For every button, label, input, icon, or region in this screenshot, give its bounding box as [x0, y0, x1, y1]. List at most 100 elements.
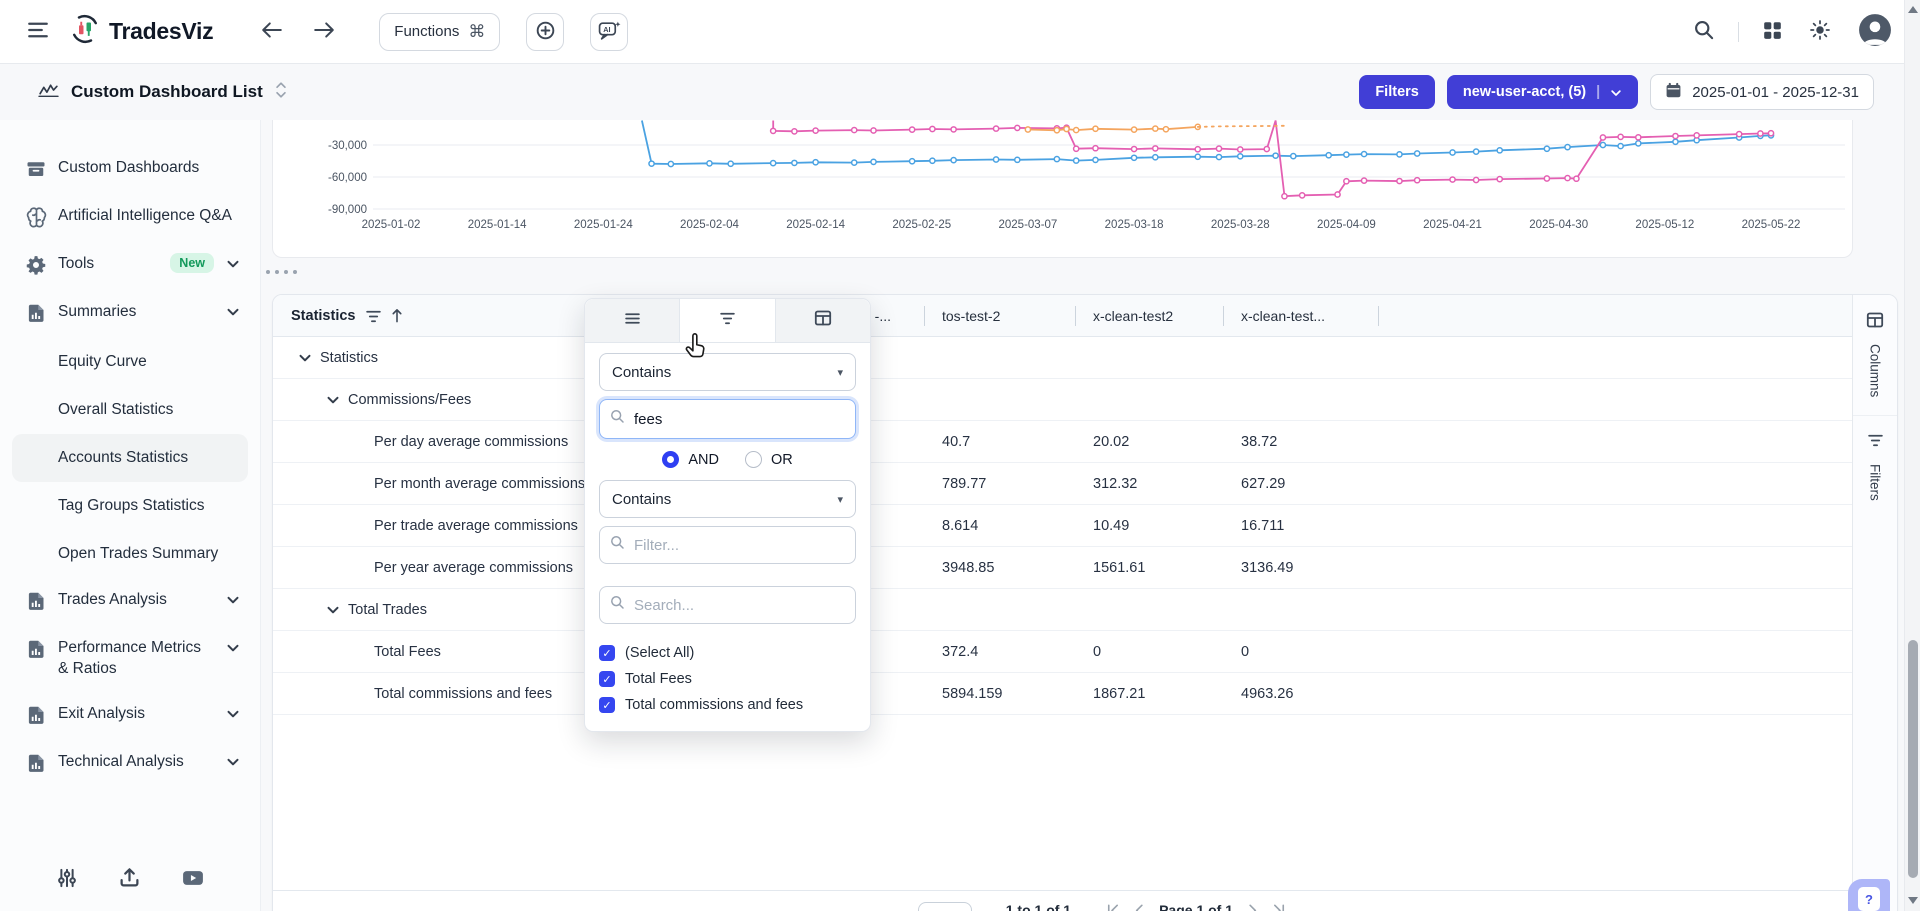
sidebar-item-artificial-intelligence-q-a[interactable]: Artificial Intelligence Q&A	[12, 194, 248, 242]
svg-text:2025-02-14: 2025-02-14	[786, 219, 845, 231]
sidebar-item-exit-analysis[interactable]: Exit Analysis	[12, 692, 248, 740]
page-size-select[interactable]: 10 ▾	[918, 902, 972, 911]
cell-value	[1378, 673, 1852, 714]
column-header-x-clean-test2[interactable]: x-clean-test2	[1075, 295, 1223, 336]
sidebar-item-technical-analysis[interactable]: Technical Analysis	[12, 740, 248, 788]
side-tab-label: Columns	[1868, 344, 1883, 397]
filters-button[interactable]: Filters	[1359, 75, 1435, 109]
filter-icon[interactable]	[365, 308, 380, 323]
filter-value-input[interactable]	[632, 410, 845, 429]
values-search-input[interactable]	[632, 596, 845, 615]
next-page-button[interactable]	[1245, 903, 1260, 911]
pagination-bar: Page Size: 10 ▾ 1 to 1 of 1 Page 1 of 1	[273, 890, 1852, 911]
sidebar-item-tools[interactable]: ToolsNew	[12, 242, 248, 290]
date-range-picker[interactable]: 2025-01-01 - 2025-12-31	[1650, 74, 1874, 110]
table-row-commissions-fees[interactable]: Commissions/Fees	[273, 379, 1852, 421]
checkbox-option-total-fees[interactable]: ✓Total Fees	[599, 666, 856, 692]
filter-condition-select-2[interactable]: Contains ▾	[599, 480, 856, 518]
column-header-tos-test-2[interactable]: tos-test-2	[924, 295, 1075, 336]
filter-search-field-1	[599, 399, 856, 439]
sidebar-item-trades-analysis[interactable]: Trades Analysis	[12, 578, 248, 626]
side-tab-columns[interactable]: Columns	[1853, 295, 1897, 416]
plus-circle-icon	[536, 21, 555, 43]
sidebar-item-equity-curve[interactable]: Equity Curve	[12, 338, 248, 386]
forward-button[interactable]	[309, 17, 339, 46]
side-tab-label: Filters	[1868, 464, 1883, 501]
account-selector-label: new-user-acct, (5)	[1463, 84, 1586, 100]
or-radio-option[interactable]: OR	[745, 451, 793, 468]
upload-icon	[119, 867, 140, 891]
table-row-total-trades[interactable]: Total Trades	[273, 589, 1852, 631]
chevron-down-icon[interactable]	[326, 603, 339, 616]
search-button[interactable]	[1690, 16, 1718, 47]
panel-drag-handle[interactable]	[266, 270, 297, 274]
sidebar-item-open-trades-summary[interactable]: Open Trades Summary	[12, 530, 248, 578]
cell-value: 20.02	[1075, 421, 1223, 462]
filter-condition-select-1[interactable]: Contains ▾	[599, 353, 856, 391]
upload-button[interactable]	[115, 863, 144, 895]
youtube-button[interactable]	[178, 863, 208, 895]
and-label: AND	[688, 452, 719, 468]
sidebar-item-tag-groups-statistics[interactable]: Tag Groups Statistics	[12, 482, 248, 530]
brand-logo[interactable]: TradesViz	[70, 14, 213, 49]
help-widget[interactable]: ?	[1848, 879, 1890, 911]
cell-value	[1378, 589, 1852, 630]
title-sort-icon[interactable]	[275, 81, 287, 104]
account-selector-button[interactable]: new-user-acct, (5) |	[1447, 75, 1638, 109]
column-header-x-clean-test[interactable]: x-clean-test...	[1223, 295, 1378, 336]
cell-value: 8.614	[924, 505, 1075, 546]
caret-down-icon: ▾	[837, 493, 843, 506]
chevron-down-icon[interactable]	[298, 351, 311, 364]
theme-toggle-button[interactable]	[1806, 16, 1834, 47]
scrollbar-down-arrow[interactable]	[1908, 897, 1918, 904]
svg-text:2025-05-22: 2025-05-22	[1742, 219, 1801, 231]
popup-tab-columns[interactable]	[776, 299, 870, 342]
svg-text:2025-02-25: 2025-02-25	[892, 219, 951, 231]
hamburger-menu-button[interactable]	[24, 17, 52, 46]
scrollbar-thumb[interactable]	[1908, 640, 1918, 878]
profile-button[interactable]	[1854, 9, 1896, 54]
filter-value-checklist: ✓(Select All)✓Total Fees✓Total commissio…	[599, 640, 856, 718]
sidebar-item-performance-metrics-ratios[interactable]: Performance Metrics & Ratios	[12, 626, 248, 692]
scrollbar-up-arrow[interactable]	[1908, 6, 1918, 13]
cell-value	[1378, 463, 1852, 504]
ai-chat-button[interactable]: AI	[590, 13, 628, 51]
first-page-button[interactable]	[1105, 903, 1120, 911]
cell-value: 372.4	[924, 631, 1075, 672]
sidebar-nav: Custom DashboardsArtificial Intelligence…	[0, 146, 260, 788]
sidebar-item-accounts-statistics[interactable]: Accounts Statistics	[12, 434, 248, 482]
sidebar-item-label: Performance Metrics & Ratios	[58, 638, 214, 680]
sidebar-item-overall-statistics[interactable]: Overall Statistics	[12, 386, 248, 434]
brain-icon	[26, 207, 46, 227]
previous-page-button[interactable]	[1132, 903, 1147, 911]
add-button[interactable]	[526, 13, 564, 51]
cell-value: 4963.26	[1223, 673, 1378, 714]
back-button[interactable]	[257, 17, 287, 46]
functions-button[interactable]: Functions ⌘	[379, 13, 500, 51]
popup-tab-filter[interactable]	[680, 299, 775, 342]
sidebar-item-custom-dashboards[interactable]: Custom Dashboards	[12, 146, 248, 194]
checkbox-option-select-all[interactable]: ✓(Select All)	[599, 640, 856, 666]
cell-value	[924, 337, 1075, 378]
page-title: Custom Dashboard List	[71, 82, 263, 102]
gear-icon	[26, 255, 46, 275]
ai-chat-icon: AI	[598, 20, 621, 44]
radio-selected-icon	[662, 451, 679, 468]
apps-grid-button[interactable]	[1759, 17, 1786, 47]
last-page-button[interactable]	[1272, 903, 1287, 911]
side-tab-filters[interactable]: Filters	[1853, 416, 1897, 519]
filter-2-input[interactable]	[632, 536, 845, 555]
cell-value: 0	[1075, 631, 1223, 672]
checkbox-option-total-commissions-and-fees[interactable]: ✓Total commissions and fees	[599, 692, 856, 718]
popup-tab-menu[interactable]	[585, 299, 680, 342]
cell-value: 16.711	[1223, 505, 1378, 546]
sidebar-item-summaries[interactable]: Summaries	[12, 290, 248, 338]
svg-text:-90,000: -90,000	[328, 204, 367, 216]
cell-value	[1378, 631, 1852, 672]
table-row-statistics[interactable]: Statistics	[273, 337, 1852, 379]
settings-sliders-button[interactable]	[53, 863, 81, 895]
svg-text:2025-03-07: 2025-03-07	[999, 219, 1058, 231]
and-radio-option[interactable]: AND	[662, 451, 719, 468]
chevron-down-icon[interactable]	[326, 393, 339, 406]
sidebar-item-label: Technical Analysis	[58, 752, 214, 773]
